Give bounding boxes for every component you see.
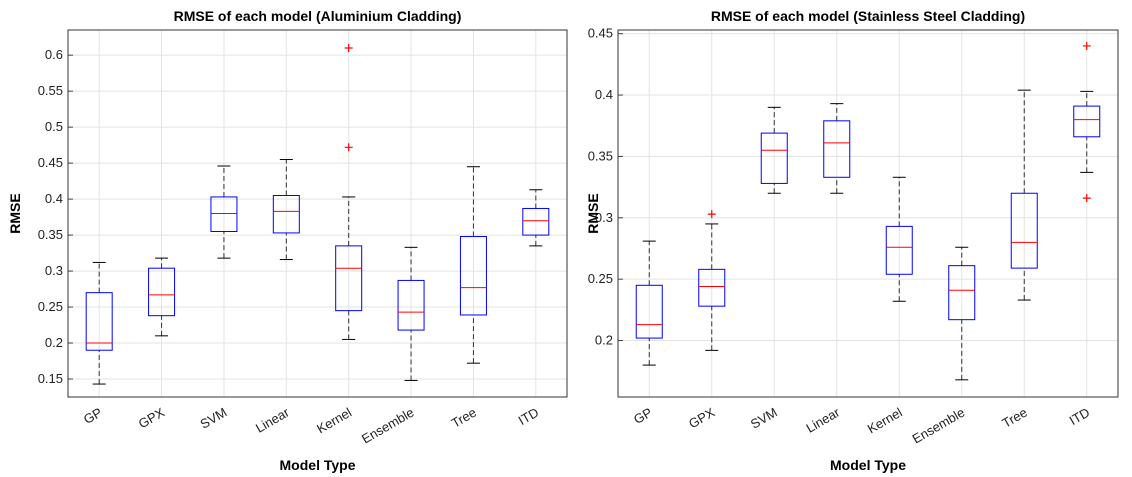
y-tick-label: 0.3 [45, 263, 63, 278]
y-tick-label: 0.4 [45, 191, 63, 206]
chart: 0.2 0.25 0.3 0.35 0.4 0.45 GP GPX SVM Linear Kerne… [585, 8, 1119, 473]
x-tick-label: Linear [803, 404, 842, 435]
x-tick-label: ITD [1067, 405, 1093, 428]
axes-frame [67, 29, 568, 398]
x-tick-label: Kernel [865, 405, 905, 437]
x-axis-label: Model Type [280, 457, 356, 473]
box [823, 120, 851, 178]
axes-frame [617, 29, 1119, 398]
x-tick-label: GPX [136, 404, 168, 431]
x-tick-label: Tree [449, 405, 479, 431]
chart-title: RMSE of each model (Stainless Steel Clad… [711, 8, 1025, 24]
y-tick-label: 0.2 [45, 335, 63, 350]
box [1073, 105, 1101, 138]
outlier [707, 210, 716, 219]
outlier [1082, 41, 1091, 50]
x-tick-label: SVM [748, 405, 780, 432]
box [210, 196, 238, 232]
x-tick-label: Kernel [314, 405, 354, 437]
box [459, 236, 487, 316]
box [760, 132, 788, 184]
box [698, 268, 726, 307]
y-tick-label: 0.6 [45, 47, 63, 62]
y-axis-label: RMSE [7, 193, 23, 233]
box [948, 265, 976, 321]
box [397, 279, 425, 331]
y-tick-label: 0.45 [588, 26, 613, 41]
y-tick-label: 0.45 [38, 155, 63, 170]
box [85, 292, 113, 351]
y-tick-label: 0.25 [38, 299, 63, 314]
x-tick-label: SVM [198, 405, 230, 432]
y-axis-label: RMSE [585, 193, 601, 233]
x-tick-label: GPX [686, 404, 718, 431]
chart-title: RMSE of each model (Aluminium Cladding) [174, 8, 462, 24]
y-tick-label: 0.15 [38, 371, 63, 386]
y-tick-label: 0.55 [38, 83, 63, 98]
x-tick-label: Ensemble [359, 405, 417, 447]
x-tick-label: Linear [253, 404, 292, 435]
box [335, 245, 363, 312]
box [635, 284, 663, 339]
x-axis-label: Model Type [830, 457, 906, 473]
box [522, 207, 550, 236]
outlier [1082, 194, 1091, 203]
box [1010, 192, 1038, 269]
y-tick-label: 0.5 [45, 119, 63, 134]
y-tick-label: 0.3 [595, 210, 613, 225]
plot-area [618, 30, 1118, 397]
y-tick-label: 0.2 [595, 333, 613, 348]
x-tick-label: Tree [1000, 405, 1030, 431]
box [272, 195, 300, 234]
box [885, 225, 913, 275]
y-tick-label: 0.35 [588, 148, 613, 163]
outlier [344, 43, 353, 52]
outlier [344, 143, 353, 152]
x-tick-label: ITD [516, 405, 542, 428]
y-tick-label: 0.25 [588, 271, 613, 286]
y-tick-label: 0.4 [595, 87, 613, 102]
x-tick-label: Ensemble [910, 405, 968, 447]
x-tick-label: GP [81, 405, 105, 427]
chart: 0.15 0.2 0.25 0.3 0.35 0.4 0.45 0.5 0.55 0.6 GP GPX… [7, 8, 568, 473]
plot-area [68, 30, 567, 397]
y-tick-label: 0.35 [38, 227, 63, 242]
box [148, 267, 176, 317]
x-tick-label: GP [631, 405, 655, 427]
